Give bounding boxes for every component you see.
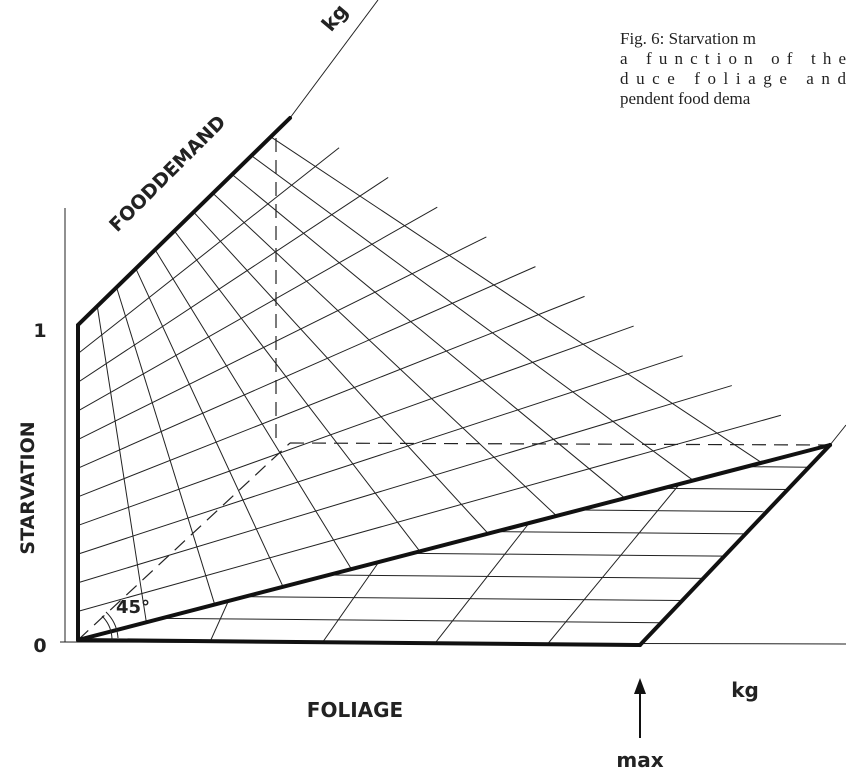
grid-line bbox=[135, 268, 284, 588]
depth-axis bbox=[289, 0, 379, 119]
caption: Fig. 6: Starvation m a function of the d… bbox=[620, 29, 846, 108]
tick-label: 0 bbox=[33, 635, 46, 657]
grid-line bbox=[96, 306, 147, 623]
grid-line bbox=[434, 522, 530, 644]
grid-line bbox=[77, 147, 340, 355]
grid-line bbox=[173, 230, 421, 552]
grid-line bbox=[245, 596, 683, 602]
angle-arc bbox=[101, 615, 113, 641]
foliage-unit: kg bbox=[731, 678, 759, 702]
grid-line bbox=[77, 236, 487, 440]
grid-line bbox=[212, 192, 557, 517]
grid-line bbox=[77, 414, 782, 612]
grid-line bbox=[322, 561, 380, 643]
caption-line: a function of the bbox=[620, 49, 846, 68]
surface-grid bbox=[77, 136, 809, 645]
grid-line bbox=[77, 325, 634, 526]
tick-label: 1 bbox=[33, 320, 46, 342]
depth-unit: kg bbox=[317, 0, 353, 36]
angle-label: 45° bbox=[116, 597, 150, 618]
caption-line: pendent food dema bbox=[620, 89, 751, 108]
grid-line bbox=[77, 266, 536, 469]
bold-edges bbox=[76, 116, 832, 647]
grid-line bbox=[495, 531, 746, 535]
grid-line bbox=[547, 483, 680, 645]
axis-extension bbox=[829, 424, 846, 446]
foliage-label: FOLIAGE bbox=[307, 698, 403, 722]
grid-line bbox=[116, 287, 216, 605]
starvation-label: STARVATION bbox=[17, 421, 39, 554]
grid-line bbox=[77, 177, 389, 383]
dashed-projection bbox=[77, 138, 831, 641]
grid-line bbox=[328, 574, 704, 579]
grid-line bbox=[161, 617, 662, 624]
arrow-head bbox=[634, 678, 646, 694]
grid-line bbox=[77, 385, 732, 584]
grid-line bbox=[270, 136, 762, 464]
max-label: max bbox=[616, 748, 663, 772]
grid-line bbox=[77, 295, 585, 498]
grid-line bbox=[193, 211, 489, 534]
grid-line bbox=[154, 249, 352, 570]
grid-line bbox=[231, 174, 626, 499]
grid-line bbox=[412, 552, 725, 557]
food-demand-label: FOODDEMAND bbox=[105, 111, 230, 236]
grid-line bbox=[209, 600, 229, 642]
caption-line: duce foliage and bbox=[620, 69, 846, 88]
caption-line: Fig. 6: Starvation m bbox=[620, 29, 756, 48]
angle-arc bbox=[105, 611, 119, 639]
grid-line bbox=[746, 466, 809, 468]
grid-line bbox=[579, 509, 767, 513]
grid-line bbox=[77, 355, 683, 555]
grid-line bbox=[77, 206, 438, 412]
grid-line bbox=[662, 487, 788, 490]
grid-line bbox=[251, 155, 694, 481]
